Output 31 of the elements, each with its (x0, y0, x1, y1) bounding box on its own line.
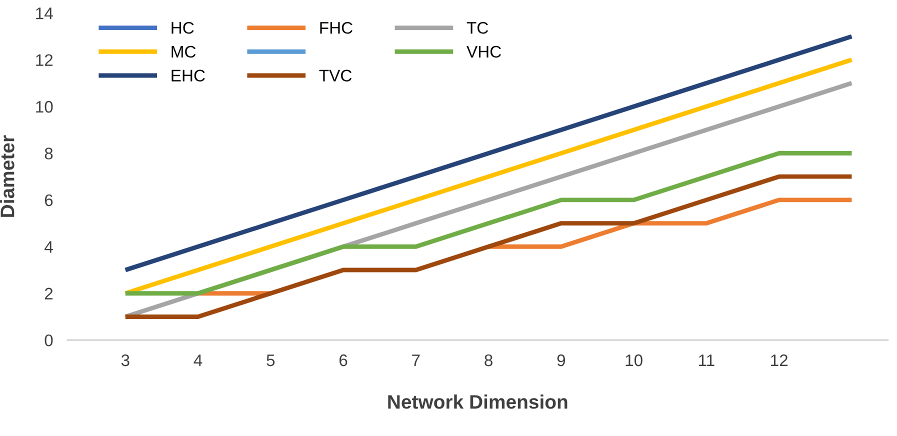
x-tick-label: 12 (771, 354, 788, 366)
legend-label: TVC (319, 70, 352, 82)
x-tick-label: 7 (412, 354, 420, 366)
x-tick-label: 10 (626, 354, 642, 366)
legend-label: FHC (320, 22, 352, 34)
x-tick-label: 3 (121, 354, 130, 366)
x-tick-label: 5 (266, 354, 275, 366)
line-series (123, 151, 854, 296)
legend-label: TC (466, 22, 488, 34)
x-tick-label: 6 (339, 354, 348, 366)
x-tick-label: 4 (194, 354, 202, 366)
line-series (123, 174, 854, 319)
x-tick-label: 11 (699, 354, 714, 366)
y-tick-label: 8 (44, 148, 53, 160)
y-tick-label: 10 (36, 100, 53, 113)
line-series (123, 34, 854, 272)
legend-label: MC (172, 46, 196, 58)
y-tick-label: 12 (36, 54, 53, 66)
line-series (123, 58, 854, 296)
y-tick-label: 6 (44, 194, 53, 206)
y-tick-label: 4 (44, 241, 53, 253)
legend-label: VHC (466, 46, 502, 58)
legend-label: EHC (172, 70, 205, 82)
y-tick-label: 2 (44, 288, 53, 300)
x-tick-label: 8 (484, 354, 492, 366)
legend-label: HC (172, 22, 194, 34)
x-tick-label: 9 (557, 354, 566, 366)
x-axis-title: Network Dimension (388, 394, 568, 409)
y-axis-title: Diameter (0, 135, 14, 217)
y-tick-label: 0 (44, 334, 53, 346)
y-tick-label: 14 (36, 8, 53, 20)
